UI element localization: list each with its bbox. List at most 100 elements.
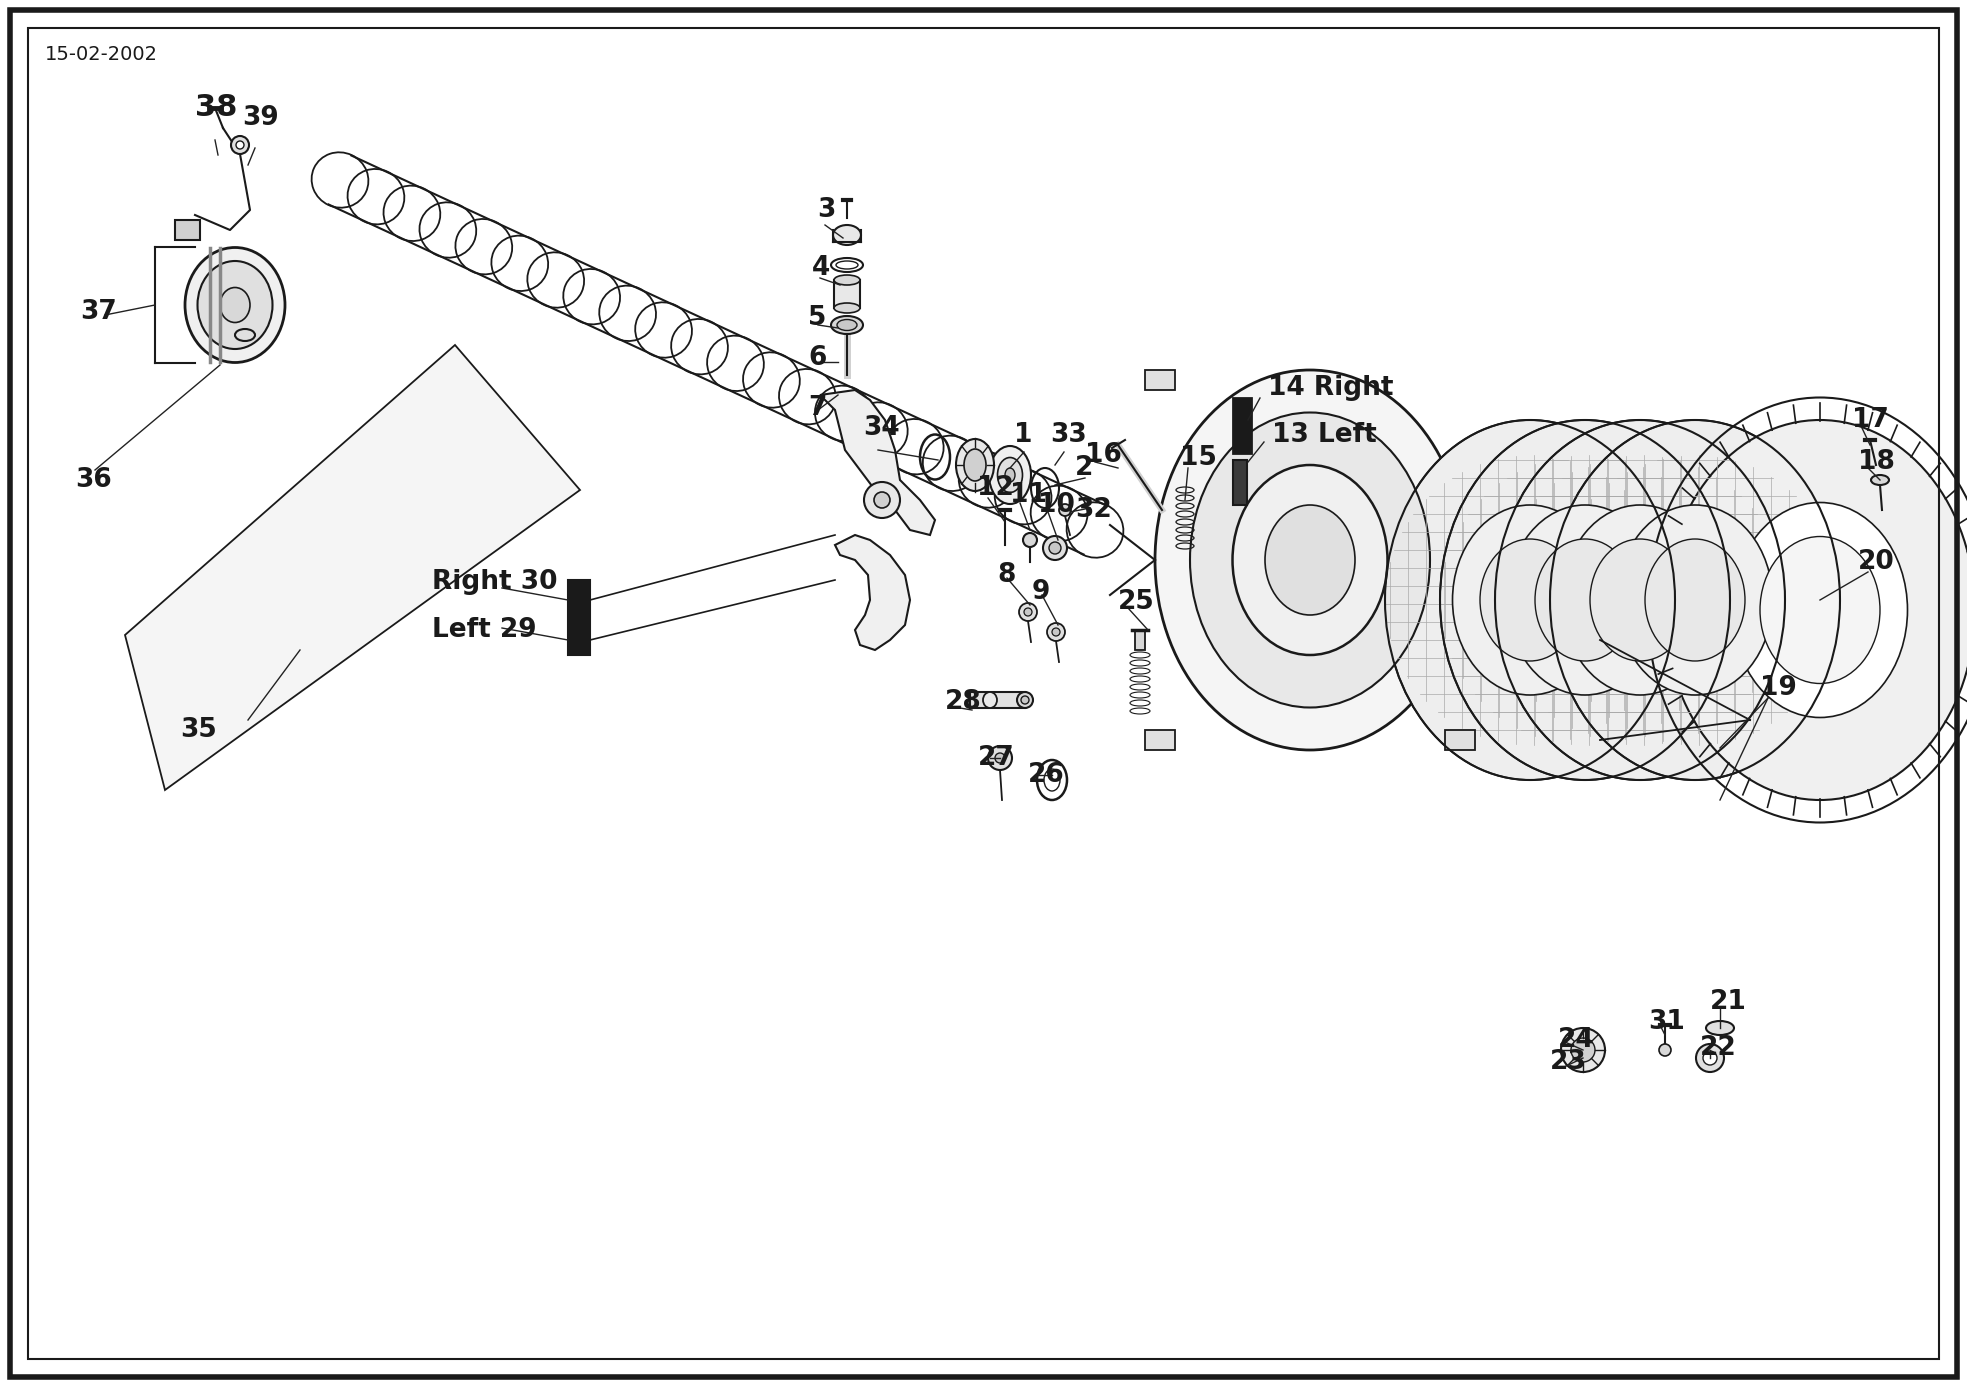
Ellipse shape <box>1190 412 1430 707</box>
Ellipse shape <box>1021 696 1029 705</box>
Ellipse shape <box>1233 465 1387 655</box>
Bar <box>1145 730 1174 750</box>
Ellipse shape <box>838 319 858 330</box>
Bar <box>1446 730 1475 750</box>
Text: 23: 23 <box>1550 1049 1587 1075</box>
Bar <box>1233 398 1251 454</box>
Circle shape <box>1043 535 1066 560</box>
Ellipse shape <box>1017 692 1033 707</box>
Text: 37: 37 <box>81 300 116 325</box>
Text: 8: 8 <box>997 562 1015 588</box>
Text: 34: 34 <box>864 415 899 441</box>
Bar <box>1135 630 1145 651</box>
Ellipse shape <box>1155 370 1465 750</box>
Text: 22: 22 <box>1699 1035 1737 1061</box>
Ellipse shape <box>1452 505 1607 695</box>
Text: 26: 26 <box>1029 761 1064 788</box>
Bar <box>970 692 1025 707</box>
Text: 7: 7 <box>808 395 826 422</box>
Text: 3: 3 <box>816 197 836 223</box>
Bar <box>1145 370 1174 390</box>
Bar <box>175 221 201 240</box>
Circle shape <box>987 746 1011 770</box>
Polygon shape <box>820 390 934 535</box>
Text: 35: 35 <box>181 717 216 743</box>
Ellipse shape <box>1440 420 1731 779</box>
Circle shape <box>1046 623 1064 641</box>
Circle shape <box>873 492 889 508</box>
Ellipse shape <box>989 447 1031 503</box>
Ellipse shape <box>830 316 864 334</box>
Circle shape <box>1025 608 1033 616</box>
Ellipse shape <box>1479 540 1580 662</box>
Circle shape <box>995 753 1005 763</box>
Ellipse shape <box>1507 505 1662 695</box>
Circle shape <box>1048 542 1060 553</box>
Text: 15: 15 <box>1180 445 1218 472</box>
Ellipse shape <box>1733 502 1908 717</box>
Text: 17: 17 <box>1853 406 1888 433</box>
Ellipse shape <box>997 458 1023 492</box>
Ellipse shape <box>1760 537 1880 684</box>
Ellipse shape <box>220 287 250 323</box>
Ellipse shape <box>1385 420 1676 779</box>
Text: 14 Right: 14 Right <box>1269 374 1393 401</box>
Text: 10: 10 <box>1039 492 1074 517</box>
Ellipse shape <box>834 275 860 284</box>
Ellipse shape <box>984 692 997 707</box>
Text: 2: 2 <box>1076 455 1094 481</box>
Polygon shape <box>126 345 580 791</box>
Text: 11: 11 <box>1009 483 1046 508</box>
Circle shape <box>1572 1037 1595 1062</box>
Text: Right 30: Right 30 <box>433 569 557 595</box>
Text: 16: 16 <box>1086 442 1121 467</box>
Circle shape <box>1019 603 1037 621</box>
Circle shape <box>1562 1028 1605 1072</box>
Ellipse shape <box>1617 505 1772 695</box>
Circle shape <box>1703 1051 1717 1065</box>
Text: 33: 33 <box>1050 422 1086 448</box>
Circle shape <box>864 483 901 517</box>
Circle shape <box>236 141 244 148</box>
Text: 6: 6 <box>808 345 826 370</box>
Ellipse shape <box>1534 540 1635 662</box>
Text: 25: 25 <box>1117 589 1155 614</box>
Circle shape <box>1023 533 1037 546</box>
Text: 39: 39 <box>242 105 279 130</box>
Text: 4: 4 <box>812 255 830 282</box>
Ellipse shape <box>1265 505 1355 614</box>
Text: 21: 21 <box>1709 989 1747 1015</box>
Text: 18: 18 <box>1859 449 1894 474</box>
Ellipse shape <box>1562 505 1717 695</box>
Ellipse shape <box>1664 420 1967 800</box>
Ellipse shape <box>197 261 273 350</box>
Text: 28: 28 <box>944 689 982 716</box>
Ellipse shape <box>185 247 285 362</box>
Bar <box>568 580 590 655</box>
Text: 1: 1 <box>1015 422 1033 448</box>
Circle shape <box>1052 628 1060 637</box>
Text: 12: 12 <box>978 474 1013 501</box>
Text: 36: 36 <box>75 467 112 492</box>
Text: 27: 27 <box>978 745 1015 771</box>
Text: 20: 20 <box>1859 549 1894 576</box>
Text: 5: 5 <box>808 305 826 331</box>
Circle shape <box>230 136 250 154</box>
Ellipse shape <box>1589 540 1690 662</box>
Bar <box>1233 460 1247 505</box>
Ellipse shape <box>956 440 993 491</box>
Text: 9: 9 <box>1033 578 1050 605</box>
Ellipse shape <box>1550 420 1839 779</box>
Text: 13 Left: 13 Left <box>1273 422 1377 448</box>
Ellipse shape <box>1644 540 1745 662</box>
Ellipse shape <box>1705 1021 1735 1035</box>
Text: 19: 19 <box>1760 675 1798 700</box>
Bar <box>834 280 860 308</box>
Text: 38: 38 <box>195 93 238 122</box>
Circle shape <box>1658 1044 1672 1056</box>
Polygon shape <box>836 535 911 651</box>
Text: 15-02-2002: 15-02-2002 <box>45 46 157 65</box>
Text: Left 29: Left 29 <box>433 617 537 644</box>
Ellipse shape <box>1005 467 1015 483</box>
Ellipse shape <box>1495 420 1784 779</box>
